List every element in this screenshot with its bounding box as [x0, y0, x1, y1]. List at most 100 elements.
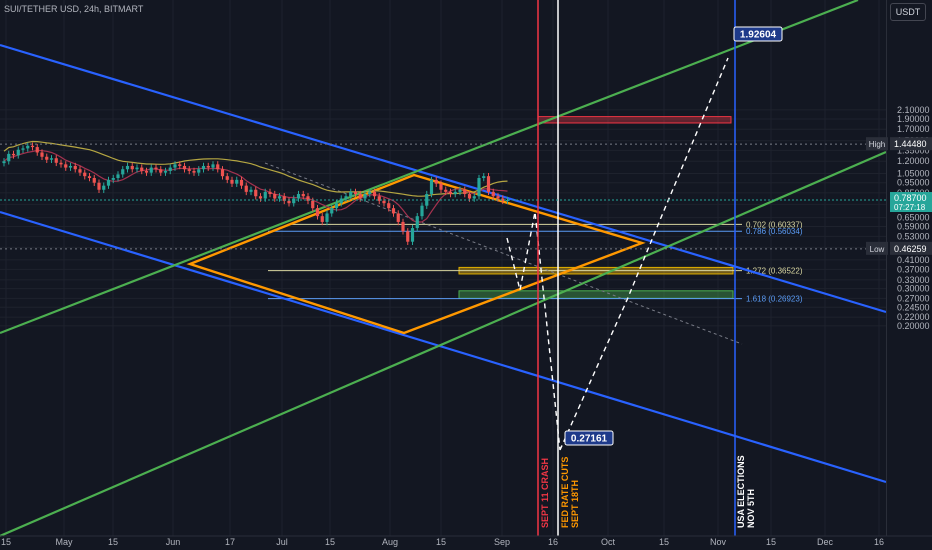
- candle-body: [125, 165, 130, 170]
- candle-body: [301, 194, 305, 197]
- currency-button[interactable]: USDT: [890, 3, 926, 21]
- low-tag-value: 0.46259: [894, 244, 927, 254]
- candle-body: [182, 165, 187, 170]
- time-tick-label: 15: [108, 537, 118, 547]
- candle-body: [11, 153, 16, 156]
- candle-body: [268, 191, 272, 195]
- candle-body: [78, 169, 82, 173]
- target-top-label: 1.92604: [740, 30, 777, 41]
- candle-body: [429, 179, 434, 195]
- candle-body: [244, 185, 248, 192]
- price-tick-label: 0.59000: [897, 221, 930, 231]
- trend-lines: [0, 0, 887, 538]
- price-tick-label: 0.95000: [897, 178, 930, 188]
- projection-paths: [506, 57, 729, 451]
- time-tick-label: Jul: [276, 537, 288, 547]
- candle-body: [505, 200, 510, 202]
- candle-body: [420, 205, 424, 217]
- candle-body: [40, 152, 44, 157]
- candles: [2, 142, 510, 245]
- candle-body: [21, 148, 25, 150]
- candle-body: [97, 182, 101, 190]
- candle-body: [296, 194, 301, 199]
- candle-body: [7, 153, 11, 162]
- candle-body: [106, 179, 111, 186]
- price-tick-label: 0.65000: [897, 213, 930, 223]
- candle-body: [235, 179, 239, 184]
- candle-body: [73, 165, 77, 170]
- candle-body: [54, 158, 58, 163]
- low-tag-label-bg: [866, 241, 888, 255]
- candle-body: [482, 176, 486, 178]
- time-tick-label: Dec: [817, 537, 834, 547]
- candle-body: [401, 221, 405, 232]
- high-tag-value-bg: [890, 137, 932, 151]
- candle-body: [349, 191, 353, 197]
- time-tick-label: Nov: [710, 537, 727, 547]
- fib-level-label: 1.618 (0.26923): [746, 295, 803, 304]
- high-tag-value: 1.44480: [894, 139, 927, 149]
- candle-body: [168, 167, 172, 171]
- candle-body: [391, 208, 396, 214]
- low-tag-value-bg: [890, 241, 932, 255]
- candle-body: [448, 191, 453, 195]
- candle-body: [292, 198, 296, 204]
- candle-body: [382, 200, 386, 204]
- candle-body: [463, 189, 467, 195]
- zone-red: [537, 116, 732, 124]
- low-tag-label: Low: [870, 245, 885, 254]
- candle-body: [220, 169, 225, 177]
- candle-body: [344, 196, 348, 199]
- target-bottom-label: 0.27161: [571, 434, 608, 445]
- candle-body: [377, 196, 381, 201]
- candle-body: [453, 191, 457, 195]
- time-tick-label: 15: [325, 537, 335, 547]
- target-bottom-label-box: [564, 430, 614, 446]
- price-tick-label: 0.41000: [897, 255, 930, 265]
- candle-body: [135, 167, 139, 170]
- candle-body: [92, 178, 96, 183]
- candle-body: [225, 176, 229, 180]
- candle-body: [254, 189, 258, 197]
- candle-body: [472, 196, 476, 199]
- candle-body: [49, 158, 54, 160]
- candle-body: [282, 196, 286, 201]
- candle-body: [178, 164, 182, 166]
- candle-body: [358, 194, 362, 199]
- candle-body: [396, 213, 400, 222]
- candle-body: [230, 179, 234, 184]
- candle-body: [368, 191, 372, 195]
- candle-body: [439, 183, 443, 190]
- candle-body: [197, 169, 201, 173]
- symbol-title: SUI/TETHER USD, 24h, BITMART: [4, 4, 144, 14]
- time-tick-label: Sep: [494, 537, 510, 547]
- candle-body: [211, 164, 215, 168]
- candle-body: [363, 194, 367, 199]
- time-tick-label: Oct: [601, 537, 616, 547]
- target-top-label-box: [733, 26, 783, 42]
- candle-body: [87, 176, 92, 178]
- candle-body: [353, 191, 358, 195]
- candle-body: [263, 191, 267, 199]
- candle-body: [410, 228, 415, 242]
- candle-body: [306, 196, 310, 201]
- fib-level-label: 1.272 (0.36522): [746, 267, 803, 276]
- candle-body: [372, 191, 377, 197]
- candle-body: [496, 196, 500, 199]
- candle-body: [2, 161, 6, 164]
- time-axis: 15 May 15 Jun 17 Jul 15 Aug 15 Sep 16 Oct 15 Nov 15 Dec…: [0, 535, 932, 547]
- time-tick-label: 16: [548, 537, 558, 547]
- price-tick-label: 1.20000: [897, 156, 930, 166]
- time-tick-label: 17: [225, 537, 235, 547]
- candle-body: [434, 179, 438, 184]
- time-tick-label: 15: [766, 537, 776, 547]
- candle-body: [64, 164, 68, 168]
- grid-lines: [0, 0, 886, 536]
- candle-body: [26, 145, 30, 149]
- candle-body: [159, 169, 163, 173]
- candle-body: [467, 194, 472, 199]
- candle-body: [173, 164, 177, 168]
- channel-upper-green: [0, 0, 859, 335]
- candle-body: [149, 167, 153, 173]
